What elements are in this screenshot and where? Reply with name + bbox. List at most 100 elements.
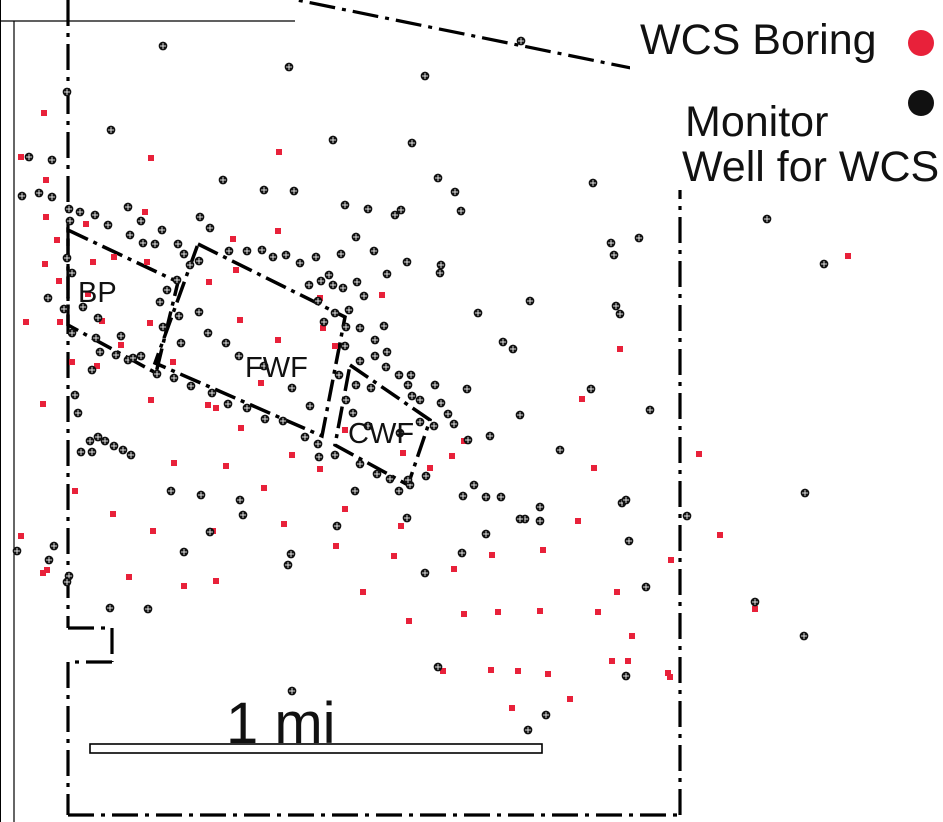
zone-label-fwf: FWF bbox=[245, 352, 308, 384]
monitor-well-marker bbox=[179, 249, 189, 259]
wcs-boring-marker bbox=[717, 532, 723, 538]
monitor-well-marker bbox=[403, 475, 413, 485]
wcs-boring-marker bbox=[579, 396, 585, 402]
site-boundary bbox=[66, 0, 682, 817]
wcs-boring-marker bbox=[451, 566, 457, 572]
monitor-well-marker bbox=[158, 322, 168, 332]
monitor-well-marker bbox=[645, 405, 655, 415]
wcs-boring-marker bbox=[213, 405, 219, 411]
monitor-well-marker bbox=[369, 246, 379, 256]
fwf-zone-outline bbox=[152, 241, 347, 439]
monitor-well-marker bbox=[172, 275, 182, 285]
monitor-well-marker bbox=[284, 62, 294, 72]
wcs-boring-marker bbox=[617, 346, 623, 352]
legend-boring-label: WCS Boring bbox=[640, 16, 877, 64]
wcs-boring-marker bbox=[94, 363, 100, 369]
monitor-well-marker bbox=[47, 192, 57, 202]
monitor-well-marker bbox=[174, 311, 184, 321]
wcs-boring-marker bbox=[41, 110, 47, 116]
monitor-well-marker bbox=[281, 250, 291, 260]
wcs-boring-marker bbox=[317, 466, 323, 472]
wcs-boring-marker bbox=[85, 291, 91, 297]
wcs-boring-marker bbox=[44, 567, 50, 573]
monitor-well-marker bbox=[143, 604, 153, 614]
monitor-well-marker bbox=[819, 259, 829, 269]
wcs-boring-marker bbox=[332, 343, 338, 349]
monitor-well-marker bbox=[283, 560, 293, 570]
monitor-well-marker bbox=[311, 252, 321, 262]
wcs-boring-marker bbox=[281, 521, 287, 527]
monitor-well-marker bbox=[319, 317, 329, 327]
monitor-well-marker bbox=[535, 502, 545, 512]
monitor-well-marker bbox=[126, 450, 136, 460]
monitor-well-marker bbox=[157, 225, 167, 235]
monitor-well-marker bbox=[125, 230, 135, 240]
monitor-well-marker bbox=[433, 662, 443, 672]
wcs-boring-marker bbox=[845, 253, 851, 259]
monitor-well-marker bbox=[330, 450, 340, 460]
monitor-well-marker bbox=[372, 469, 382, 479]
wcs-boring-marker bbox=[595, 609, 601, 615]
monitor-well-marker bbox=[295, 258, 305, 268]
zone-label-cwf: CWF bbox=[348, 418, 414, 450]
monitor-well-marker bbox=[415, 417, 425, 427]
wcs-boring-marker bbox=[40, 401, 46, 407]
monitor-well-marker bbox=[555, 445, 565, 455]
monitor-well-marker bbox=[624, 536, 634, 546]
monitor-well-marker bbox=[260, 414, 270, 424]
monitor-well-marker bbox=[221, 338, 231, 348]
monitor-well-marker bbox=[341, 322, 351, 332]
wcs-boring-marker bbox=[567, 696, 573, 702]
scale-bar-rect bbox=[89, 743, 543, 754]
monitor-well-marker bbox=[109, 441, 119, 451]
monitor-well-marker bbox=[485, 431, 495, 441]
monitor-well-marker bbox=[95, 347, 105, 357]
monitor-well-marker bbox=[352, 277, 362, 287]
monitor-well-marker bbox=[235, 495, 245, 505]
wcs-boring-marker bbox=[614, 589, 620, 595]
wcs-boring-marker bbox=[289, 452, 295, 458]
legend: WCS Boring Monitor Well for WCS bbox=[630, 0, 943, 191]
monitor-well-marker bbox=[62, 253, 72, 263]
monitor-well-marker bbox=[525, 296, 535, 306]
monitor-well-marker bbox=[382, 347, 392, 357]
wcs-boring-marker bbox=[237, 317, 243, 323]
monitor-well-marker bbox=[289, 186, 299, 196]
monitor-well-marker bbox=[541, 710, 551, 720]
monitor-well-marker bbox=[62, 87, 72, 97]
monitor-well-marker bbox=[449, 419, 459, 429]
wcs-boring-marker bbox=[171, 460, 177, 466]
monitor-well-marker bbox=[67, 328, 77, 338]
wcs-boring-marker bbox=[665, 670, 671, 676]
monitor-well-marker bbox=[407, 138, 417, 148]
monitor-well-marker bbox=[85, 436, 95, 446]
monitor-well-marker bbox=[535, 516, 545, 526]
monitor-well-marker bbox=[118, 445, 128, 455]
monitor-well-marker bbox=[359, 291, 369, 301]
wcs-boring-marker bbox=[111, 254, 117, 260]
wcs-boring-marker bbox=[233, 267, 239, 273]
monitor-well-marker bbox=[70, 390, 80, 400]
monitor-well-marker bbox=[396, 205, 406, 215]
monitor-well-marker bbox=[370, 351, 380, 361]
monitor-well-marker bbox=[305, 401, 315, 411]
wcs-boring-marker bbox=[406, 618, 412, 624]
wcs-boring-marker bbox=[752, 606, 758, 612]
monitor-well-marker bbox=[430, 380, 440, 390]
wcs-boring-marker bbox=[126, 574, 132, 580]
monitor-well-marker bbox=[313, 296, 323, 306]
monitor-well-marker bbox=[313, 439, 323, 449]
monitor-well-marker bbox=[508, 344, 518, 354]
wcs-boring-marker bbox=[69, 359, 75, 365]
monitor-well-marker bbox=[433, 173, 443, 183]
figure-frame bbox=[0, 0, 295, 822]
monitor-well-marker bbox=[394, 486, 404, 496]
monitor-well-marker bbox=[351, 232, 361, 242]
monitor-well-marker bbox=[314, 452, 324, 462]
wcs-boring-marker bbox=[320, 325, 326, 331]
monitor-well-marker bbox=[242, 403, 252, 413]
monitor-well-marker bbox=[152, 369, 162, 379]
wcs-boring-marker bbox=[40, 570, 46, 576]
wcs-boring-marker bbox=[148, 155, 154, 161]
monitor-well-marker bbox=[67, 268, 77, 278]
